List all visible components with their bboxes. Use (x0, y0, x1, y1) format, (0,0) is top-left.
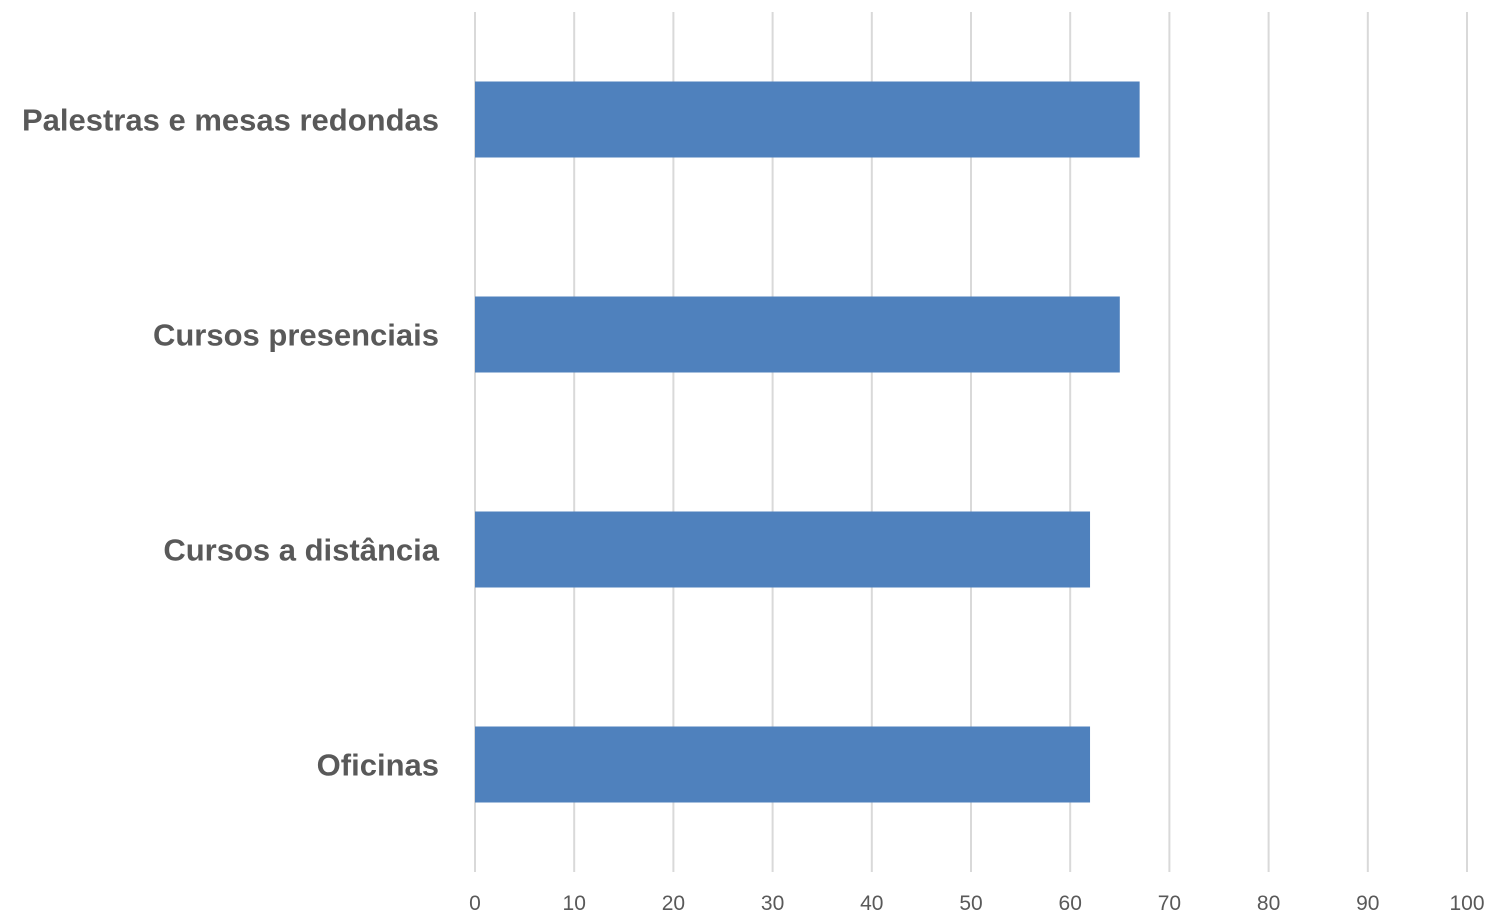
x-tick-label: 90 (1356, 892, 1379, 913)
x-tick-label: 10 (563, 892, 586, 913)
x-tick-label: 80 (1257, 892, 1280, 913)
bars (475, 81, 1140, 803)
x-tick-label: 0 (469, 892, 481, 913)
category-label: Cursos a distância (163, 533, 439, 568)
x-tick-label: 50 (959, 892, 982, 913)
x-tick-labels: 0 10 20 30 40 50 60 70 80 90 100 (469, 892, 1484, 913)
x-tick-label: 30 (761, 892, 784, 913)
x-tick-label: 60 (1059, 892, 1082, 913)
category-label: Cursos presenciais (153, 318, 439, 353)
x-tick-label: 20 (662, 892, 685, 913)
bar-3 (475, 511, 1091, 588)
x-tick-label: 70 (1158, 892, 1181, 913)
bar-2 (475, 296, 1120, 373)
bar-1 (475, 81, 1140, 158)
category-label: Palestras e mesas redondas (22, 103, 439, 138)
category-labels: Palestras e mesas redondas Cursos presenc… (22, 103, 440, 783)
x-tick-label: 100 (1449, 892, 1484, 913)
x-tick-label: 40 (860, 892, 883, 913)
bar-4 (475, 726, 1091, 803)
category-label: Oficinas (317, 748, 439, 783)
